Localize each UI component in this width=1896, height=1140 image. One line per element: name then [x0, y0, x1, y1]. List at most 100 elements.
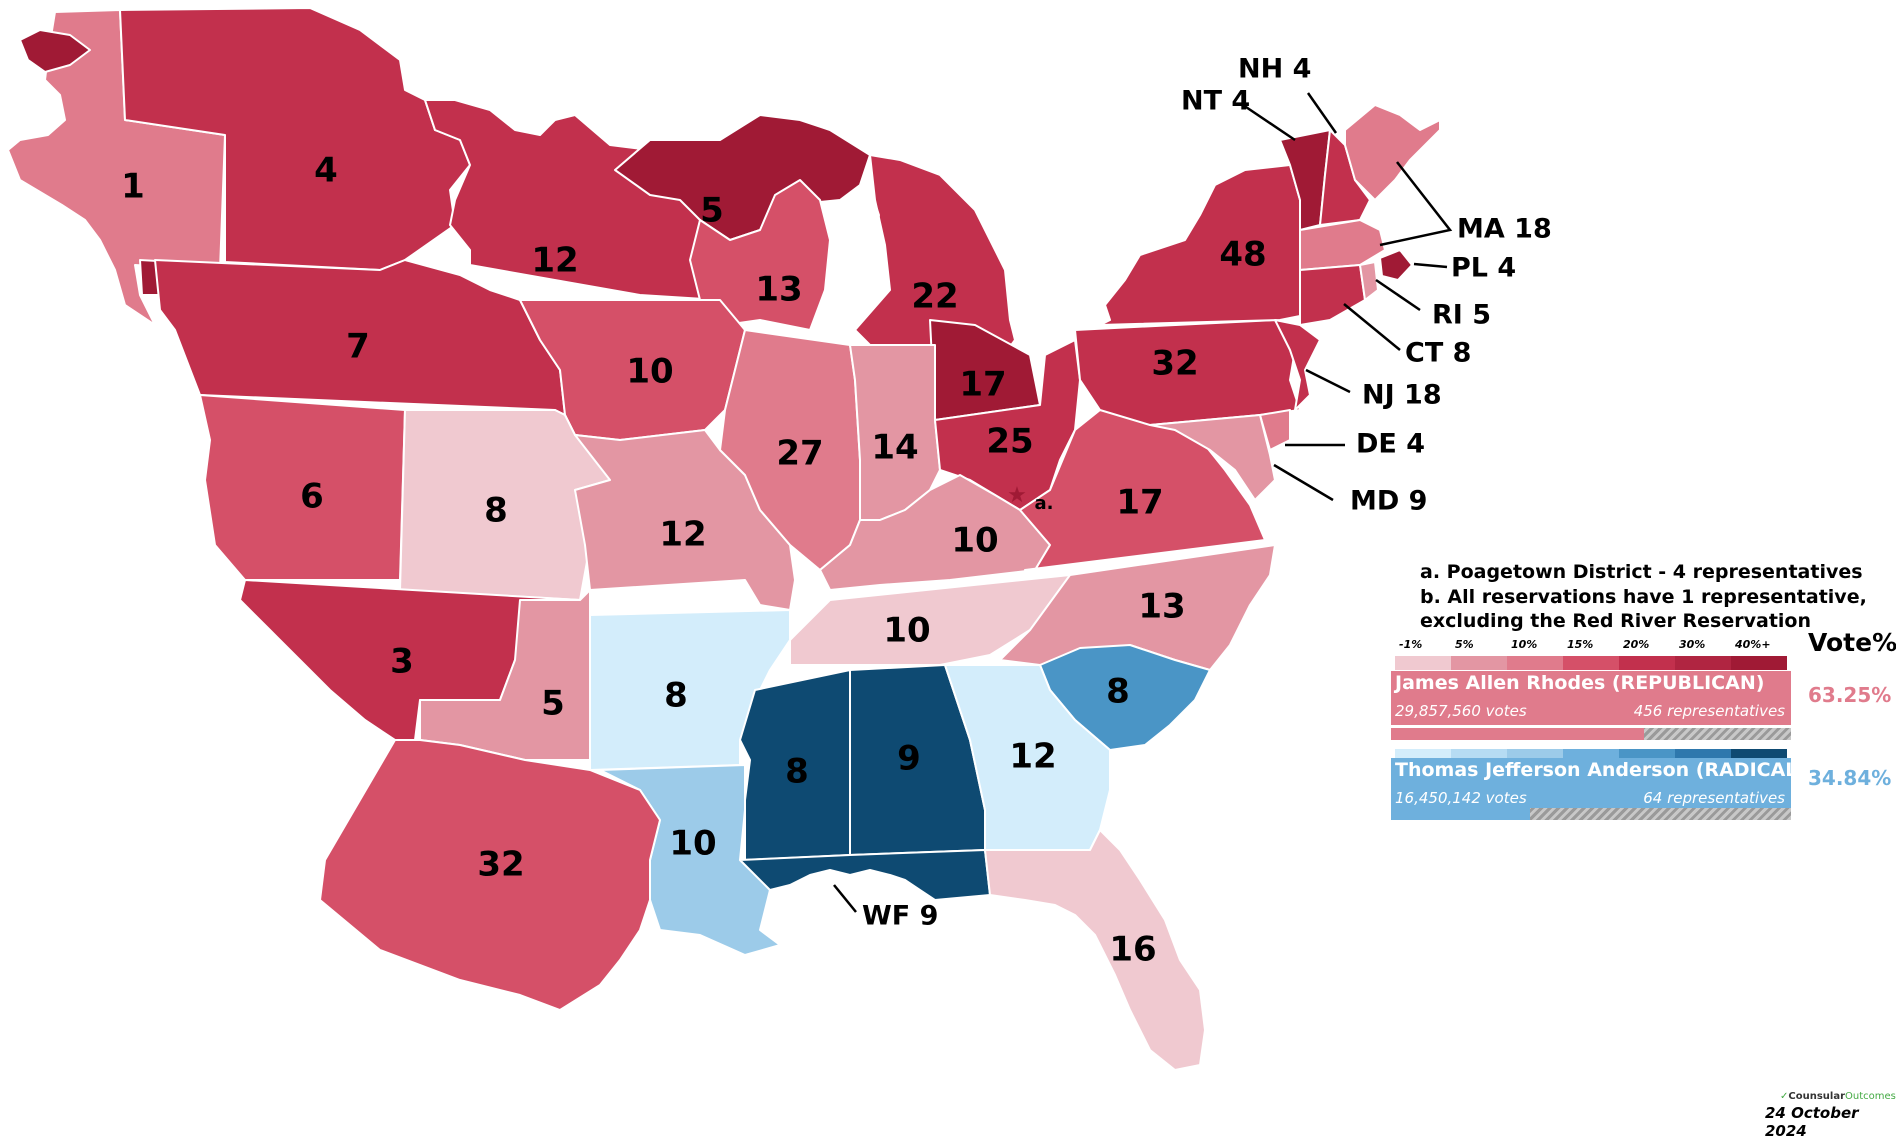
vote-share-fill-radical: [1391, 808, 1531, 820]
candidate-representatives: 64 representatives: [1643, 789, 1785, 807]
state-label-mt: 4: [314, 151, 338, 191]
callout-ct: CT 8: [1405, 338, 1471, 369]
state-label-nd: 12: [531, 241, 578, 281]
scale-tick-label: 5%: [1455, 638, 1474, 651]
state-md[interactable]: [1149, 414, 1276, 501]
poagetown-star-icon[interactable]: ★: [1007, 483, 1027, 508]
state-label-oh: 25: [986, 422, 1033, 462]
state-label-fl: 16: [1109, 930, 1156, 970]
state-wa[interactable]: [7, 9, 226, 326]
scale-tick-label: -1%: [1399, 638, 1423, 651]
callout-de: DE 4: [1356, 429, 1425, 460]
scale-swatch: [1731, 656, 1787, 670]
state-tx[interactable]: [319, 739, 661, 1011]
state-wi[interactable]: [614, 114, 871, 241]
state-label-co: 6: [300, 477, 324, 517]
credit: ✓CounsularOutcomes: [1780, 1091, 1896, 1102]
scale-swatch: [1563, 656, 1619, 670]
checkmark-icon: ✓: [1780, 1091, 1789, 1102]
scale-swatch: [1675, 656, 1731, 670]
state-label-sc: 8: [1106, 672, 1130, 712]
scale-tick-label: 10%: [1511, 638, 1538, 651]
candidate-name: Thomas Jefferson Anderson (RADICAL): [1395, 759, 1807, 781]
callout-pl: PL 4: [1451, 253, 1516, 284]
leader-wf: [833, 884, 857, 913]
leader-nj: [1305, 368, 1351, 394]
scale-swatch: [1451, 656, 1507, 670]
state-label-wa: 1: [121, 167, 145, 207]
state-nw-enclave[interactable]: [19, 29, 91, 73]
state-ny[interactable]: [1099, 164, 1306, 326]
state-label-ga: 12: [1009, 737, 1056, 777]
callout-nh: NH 4: [1238, 54, 1311, 85]
state-label-va: 17: [1116, 483, 1163, 523]
note-b1: b. All reservations have 1 representativ…: [1420, 586, 1867, 608]
vote-share-fill-republican: [1391, 728, 1644, 740]
vote-percent-title: Vote%: [1808, 628, 1896, 657]
credit-brand2: Outcomes: [1845, 1091, 1896, 1102]
callout-ri: RI 5: [1432, 300, 1491, 331]
state-ga[interactable]: [944, 664, 1111, 851]
scale-tick-label: 40%+: [1735, 638, 1771, 651]
scale-swatch: [1395, 656, 1451, 670]
scale-swatch: [1619, 656, 1675, 670]
state-fl[interactable]: [984, 829, 1206, 1071]
state-label-in: 14: [871, 428, 918, 468]
state-label-mi: 22: [911, 277, 958, 317]
state-label-al: 9: [897, 739, 921, 779]
state-label-ms: 8: [785, 752, 809, 792]
candidate-card-radical: Thomas Jefferson Anderson (RADICAL) 16,4…: [1391, 758, 1806, 812]
state-ct[interactable]: [1299, 264, 1366, 326]
callout-nj: NJ 18: [1362, 380, 1442, 411]
leader-ma: [1379, 161, 1453, 247]
candidate-votes: 16,450,142 votes: [1395, 789, 1527, 807]
state-label-wi: 5: [700, 191, 724, 231]
state-label-ar: 8: [664, 676, 688, 716]
state-label-mi-up: 13: [755, 270, 802, 310]
state-label-ok: 3: [390, 642, 414, 682]
leader-md: [1273, 463, 1334, 502]
callout-wf: WF 9: [862, 901, 938, 932]
vote-scale-republican: -1% 5% 10% 15% 20% 30% 40%+: [1391, 638, 1791, 672]
note-a: a. Poagetown District - 4 representative…: [1420, 561, 1863, 583]
candidate-name: James Allen Rhodes (REPUBLICAN): [1395, 672, 1765, 694]
state-wf[interactable]: [739, 849, 991, 901]
leader-ct: [1343, 303, 1401, 351]
scale-swatch: [1507, 656, 1563, 670]
state-label-nc: 13: [1138, 587, 1185, 627]
state-label-la: 10: [669, 824, 716, 864]
state-pl[interactable]: [1379, 249, 1413, 281]
note-b2: excluding the Red River Reservation: [1420, 610, 1812, 632]
state-label-tx: 32: [477, 845, 524, 885]
state-label-mo: 12: [659, 515, 706, 555]
lake-michigan: [830, 185, 880, 330]
state-label-ny: 48: [1219, 235, 1266, 275]
state-me[interactable]: [1344, 104, 1441, 201]
state-label-oh-nw: 17: [959, 365, 1006, 405]
candidate-card-republican: James Allen Rhodes (REPUBLICAN) 29,857,5…: [1391, 671, 1791, 725]
state-label-pa: 32: [1151, 344, 1198, 384]
leader-ri: [1375, 278, 1421, 312]
callout-nt: NT 4: [1181, 86, 1250, 117]
scale-tick-label: 30%: [1679, 638, 1706, 651]
state-label-ks: 8: [484, 491, 508, 531]
state-ri[interactable]: [1359, 261, 1379, 301]
credit-brand: Counsular: [1788, 1091, 1846, 1102]
state-label-ne: 7: [346, 327, 370, 367]
leader-nt: [1242, 103, 1296, 142]
state-label-ky: 10: [951, 521, 998, 561]
vote-share-bar-radical: [1391, 808, 1791, 820]
candidate-votes: 29,857,560 votes: [1395, 702, 1527, 720]
state-label-tn: 10: [883, 611, 930, 651]
state-label-ar-w: 5: [541, 684, 565, 724]
callout-ma: MA 18: [1457, 214, 1552, 245]
candidate-percent-radical: 34.84%: [1808, 766, 1892, 790]
scale-tick-label: 20%: [1623, 638, 1650, 651]
state-mo[interactable]: [574, 429, 796, 611]
state-label-il: 27: [776, 434, 823, 474]
state-nj[interactable]: [1274, 319, 1321, 411]
candidate-representatives: 456 representatives: [1633, 702, 1785, 720]
scale-tick-label: 15%: [1567, 638, 1594, 651]
callout-md: MD 9: [1350, 486, 1427, 517]
